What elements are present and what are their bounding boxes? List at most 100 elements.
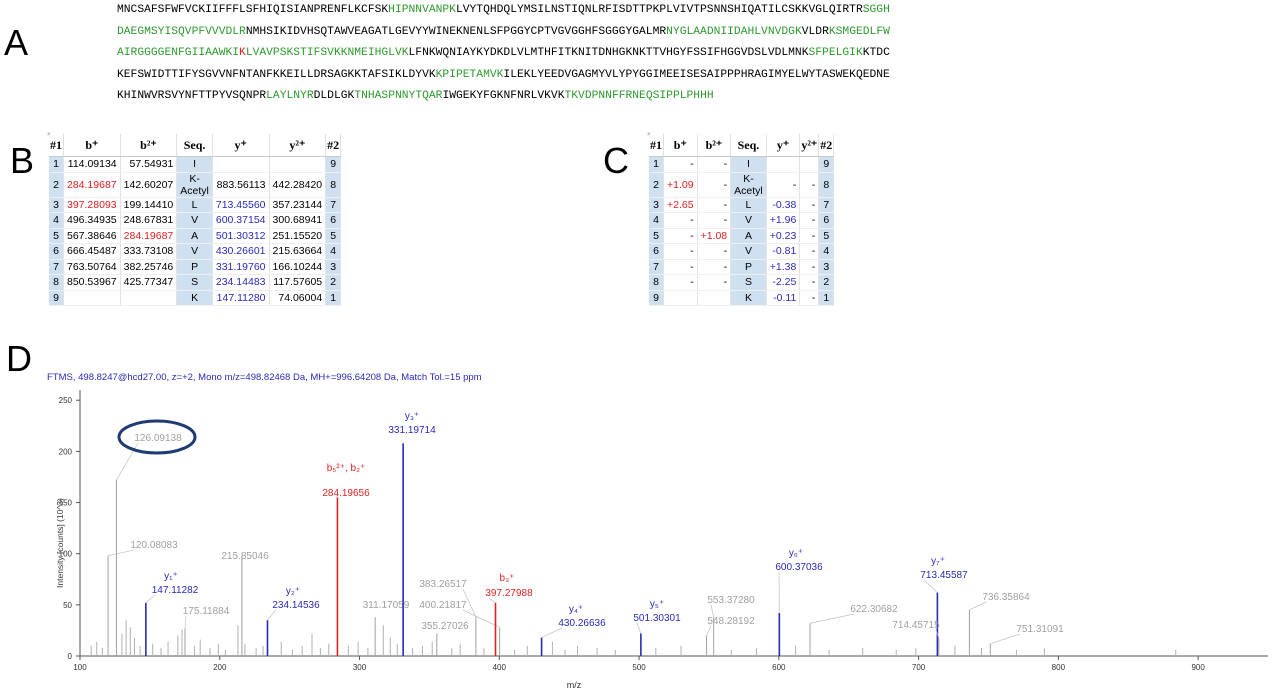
sequence-segment: HIPNNVANPK [388,4,456,16]
table-row: 9 K -0.11-1 [649,290,835,306]
panel-label-c: C [603,140,629,181]
table-row: 7- - P +1.38-3 [649,259,835,275]
table-cell-i: 1 [49,156,64,173]
table-cell-y2: - [799,197,820,213]
peak-mz-label: 548.28192 [707,616,755,627]
table-cell-b1: 284.19687 [63,172,121,198]
table-cell-i: 7 [649,259,664,275]
table-cell-b1: 496.34935 [63,212,121,229]
table-cell-i2: 1 [818,290,835,306]
table-cell-i: 5 [649,228,664,244]
table-cell-i: 5 [49,228,64,244]
leader-line [541,627,563,638]
x-tick-label: 900 [1191,663,1205,672]
protein-sequence: MNCSAFSFWFVCKIIFFFLSFHIQISIANPRENFLKCFSK… [117,0,1277,108]
table-cell-b1 [63,290,121,306]
table-cell-i: 4 [649,212,664,229]
sequence-segment: KPIPETAMVK [435,68,504,81]
column-header: y⁺ [212,134,270,157]
table-cell-seq: V [176,243,213,260]
table-cell-seq: A [730,228,767,244]
table-cell-b1: 397.28093 [63,197,121,213]
leader-line [462,609,500,628]
table-row: 2 +1.09- K-Acetyl - -8 [649,172,835,198]
leader-line [969,601,987,611]
table-cell-y2 [799,156,820,173]
table-cell-y1: 331.19760 [212,259,270,275]
table-cell-y2: 357.23144 [269,197,327,213]
table-cell-y2: 215.63664 [269,243,327,260]
table-header-row: #1 b⁺ b²⁺ Seq. y⁺ y²⁺ #2 [49,134,342,157]
table-cell-i2: 2 [325,274,342,291]
panel-label-d: D [6,338,32,379]
sequence-segment: MNCSAFSFWFVCKIIFFFLSFHIQISIANPRENFLKCFSK [117,4,389,16]
table-cell-seq: V [176,212,213,229]
table-cell-seq: L [176,197,213,213]
table-cell-i: 7 [49,259,64,275]
table-cell-i2: 4 [818,243,835,260]
peak-mz-label: 622.30682 [850,604,898,615]
table-cell-b2: 333.73108 [120,243,178,260]
leader-line [184,615,187,629]
leader-line [488,597,496,604]
table-cell-seq: P [730,259,767,275]
table-cell-b1: - [663,228,698,244]
table-cell-i2: 3 [325,259,342,275]
x-tick-label: 500 [632,663,646,672]
table-row: 4- - V +1.96-6 [649,212,835,229]
table-cell-i: 8 [649,274,664,291]
leader-line [809,613,855,624]
table-cell-seq: I [176,156,213,173]
table-cell-i2: 8 [325,172,342,198]
sequence-segment: LVAVPSKSTIFSVKKNMEIHGLVK [245,47,409,59]
table-cell-y2: - [799,259,820,275]
table-cell-y2: 442.28420 [269,172,327,198]
table-cell-y1: 501.30312 [212,228,270,244]
sequence-line: MNCSAFSFWFVCKIIFFFLSFHIQISIANPRENFLKCFSK… [117,0,1277,22]
peak-mz-label: 383.26517 [419,579,467,590]
table-cell-y1: +0.23 [766,228,801,244]
sequence-segment: ILEKLYEEDVGAGMYVLYPYGGIMEEISESAIPPPHRAGI… [503,68,890,81]
table-cell-i: 6 [49,243,64,260]
sequence-segment: KHINWVRSVYNFTTPYVSQNPR [117,90,267,102]
table-cell-i2: 6 [325,212,342,229]
table-b-frame: #1 b⁺ b²⁺ Seq. y⁺ y²⁺ #2 1 114.09134 57.54931 I 9 2 2… [48,133,342,306]
table-cell-y1: -0.11 [766,290,801,306]
table-cell-b1: - [663,259,698,275]
table-cell-i2: 5 [325,228,342,244]
column-header: y⁺ [766,134,801,157]
leader-line [706,625,712,636]
table-cell-b1 [663,290,698,306]
sequence-segment: NYGLAADNIIDAHLVNVDGK [666,25,802,38]
y-tick-label: 250 [59,396,73,405]
table-cell-y2: - [799,228,820,244]
table-cell-seq: K [176,290,213,306]
table-cell-y2: 74.06004 [269,290,327,306]
x-tick-label: 200 [213,663,227,672]
leader-line [116,442,139,481]
table-cell-y2: 117.57605 [269,274,327,291]
leader-line [923,579,938,593]
table-cell-b2: - [697,156,732,173]
table-cell-seq: V [730,212,767,229]
table-cell-i2: 7 [325,197,342,213]
peak-mz-label: 400.21817 [419,600,467,611]
table-row: 9 K 147.11280 74.06004 1 [49,290,342,306]
column-header: Seq. [730,134,767,157]
y-tick-label: 0 [68,652,73,661]
table-cell-i: 4 [49,212,64,229]
ion-annotation: y₆⁺ [789,548,803,559]
x-tick-label: 400 [493,663,507,672]
sequence-segment: TNHASPNNYTQAR [354,90,443,102]
leader-line [107,549,135,557]
table-cell-b2 [120,290,178,306]
table-cell-y2: - [799,212,820,229]
leader-line [935,629,940,638]
table-cell-y1: 430.26601 [212,243,270,260]
table-cell-b2: 57.54931 [120,156,178,173]
table-cell-b1: 114.09134 [63,156,121,173]
table-cell-b2: - [697,172,732,198]
x-axis-label: m/z [567,680,582,690]
table-row: 2 284.19687 142.60207 K-Acetyl 883.56113 442.… [49,172,342,198]
